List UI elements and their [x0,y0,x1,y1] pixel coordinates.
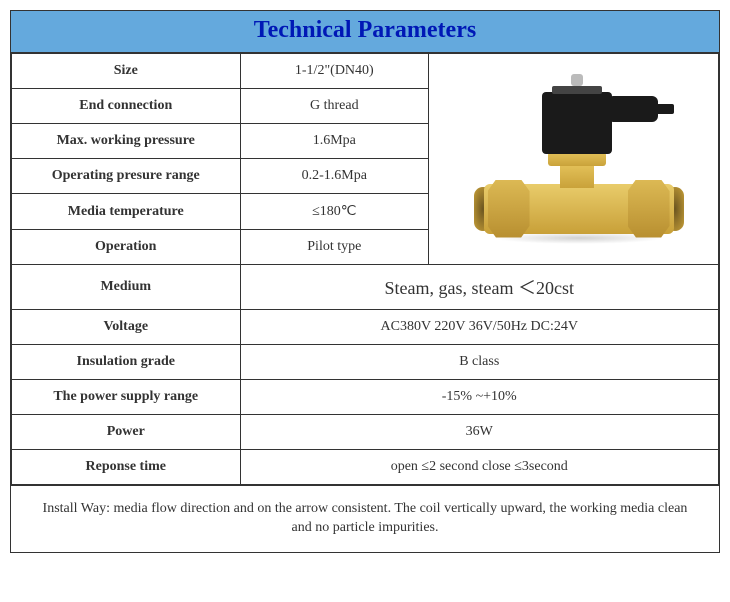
install-note: Install Way: media flow direction and on… [11,485,719,552]
row-value: -15% ~+10% [240,380,719,415]
row-label: Operating presure range [12,159,241,194]
row-label: Medium [12,265,241,310]
technical-parameters-table: Technical Parameters Size 1-1/2"(DN40) [10,10,720,553]
row-value: 1.6Mpa [240,124,429,159]
row-label: End connection [12,89,241,124]
row-value: Steam, gas, steam ＜20cst [240,265,719,310]
row-value: AC380V 220V 36V/50Hz DC:24V [240,310,719,345]
row-label: Reponse time [12,450,241,485]
row-value: 36W [240,415,719,450]
row-label: Voltage [12,310,241,345]
row-label: Insulation grade [12,345,241,380]
row-value: ≤180℃ [240,194,429,230]
row-value: 0.2-1.6Mpa [240,159,429,194]
table-title: Technical Parameters [11,11,719,53]
row-label: Max. working pressure [12,124,241,159]
row-label: Size [12,54,241,89]
spec-table: Size 1-1/2"(DN40) [11,53,719,485]
row-value: 1-1/2"(DN40) [240,54,429,89]
row-label: Operation [12,230,241,265]
row-label: Media temperature [12,194,241,230]
product-image-cell [429,54,719,265]
row-value: B class [240,345,719,380]
row-label: The power supply range [12,380,241,415]
row-value: G thread [240,89,429,124]
row-value: open ≤2 second close ≤3second [240,450,719,485]
valve-illustration [444,72,704,247]
row-label: Power [12,415,241,450]
row-value: Pilot type [240,230,429,265]
